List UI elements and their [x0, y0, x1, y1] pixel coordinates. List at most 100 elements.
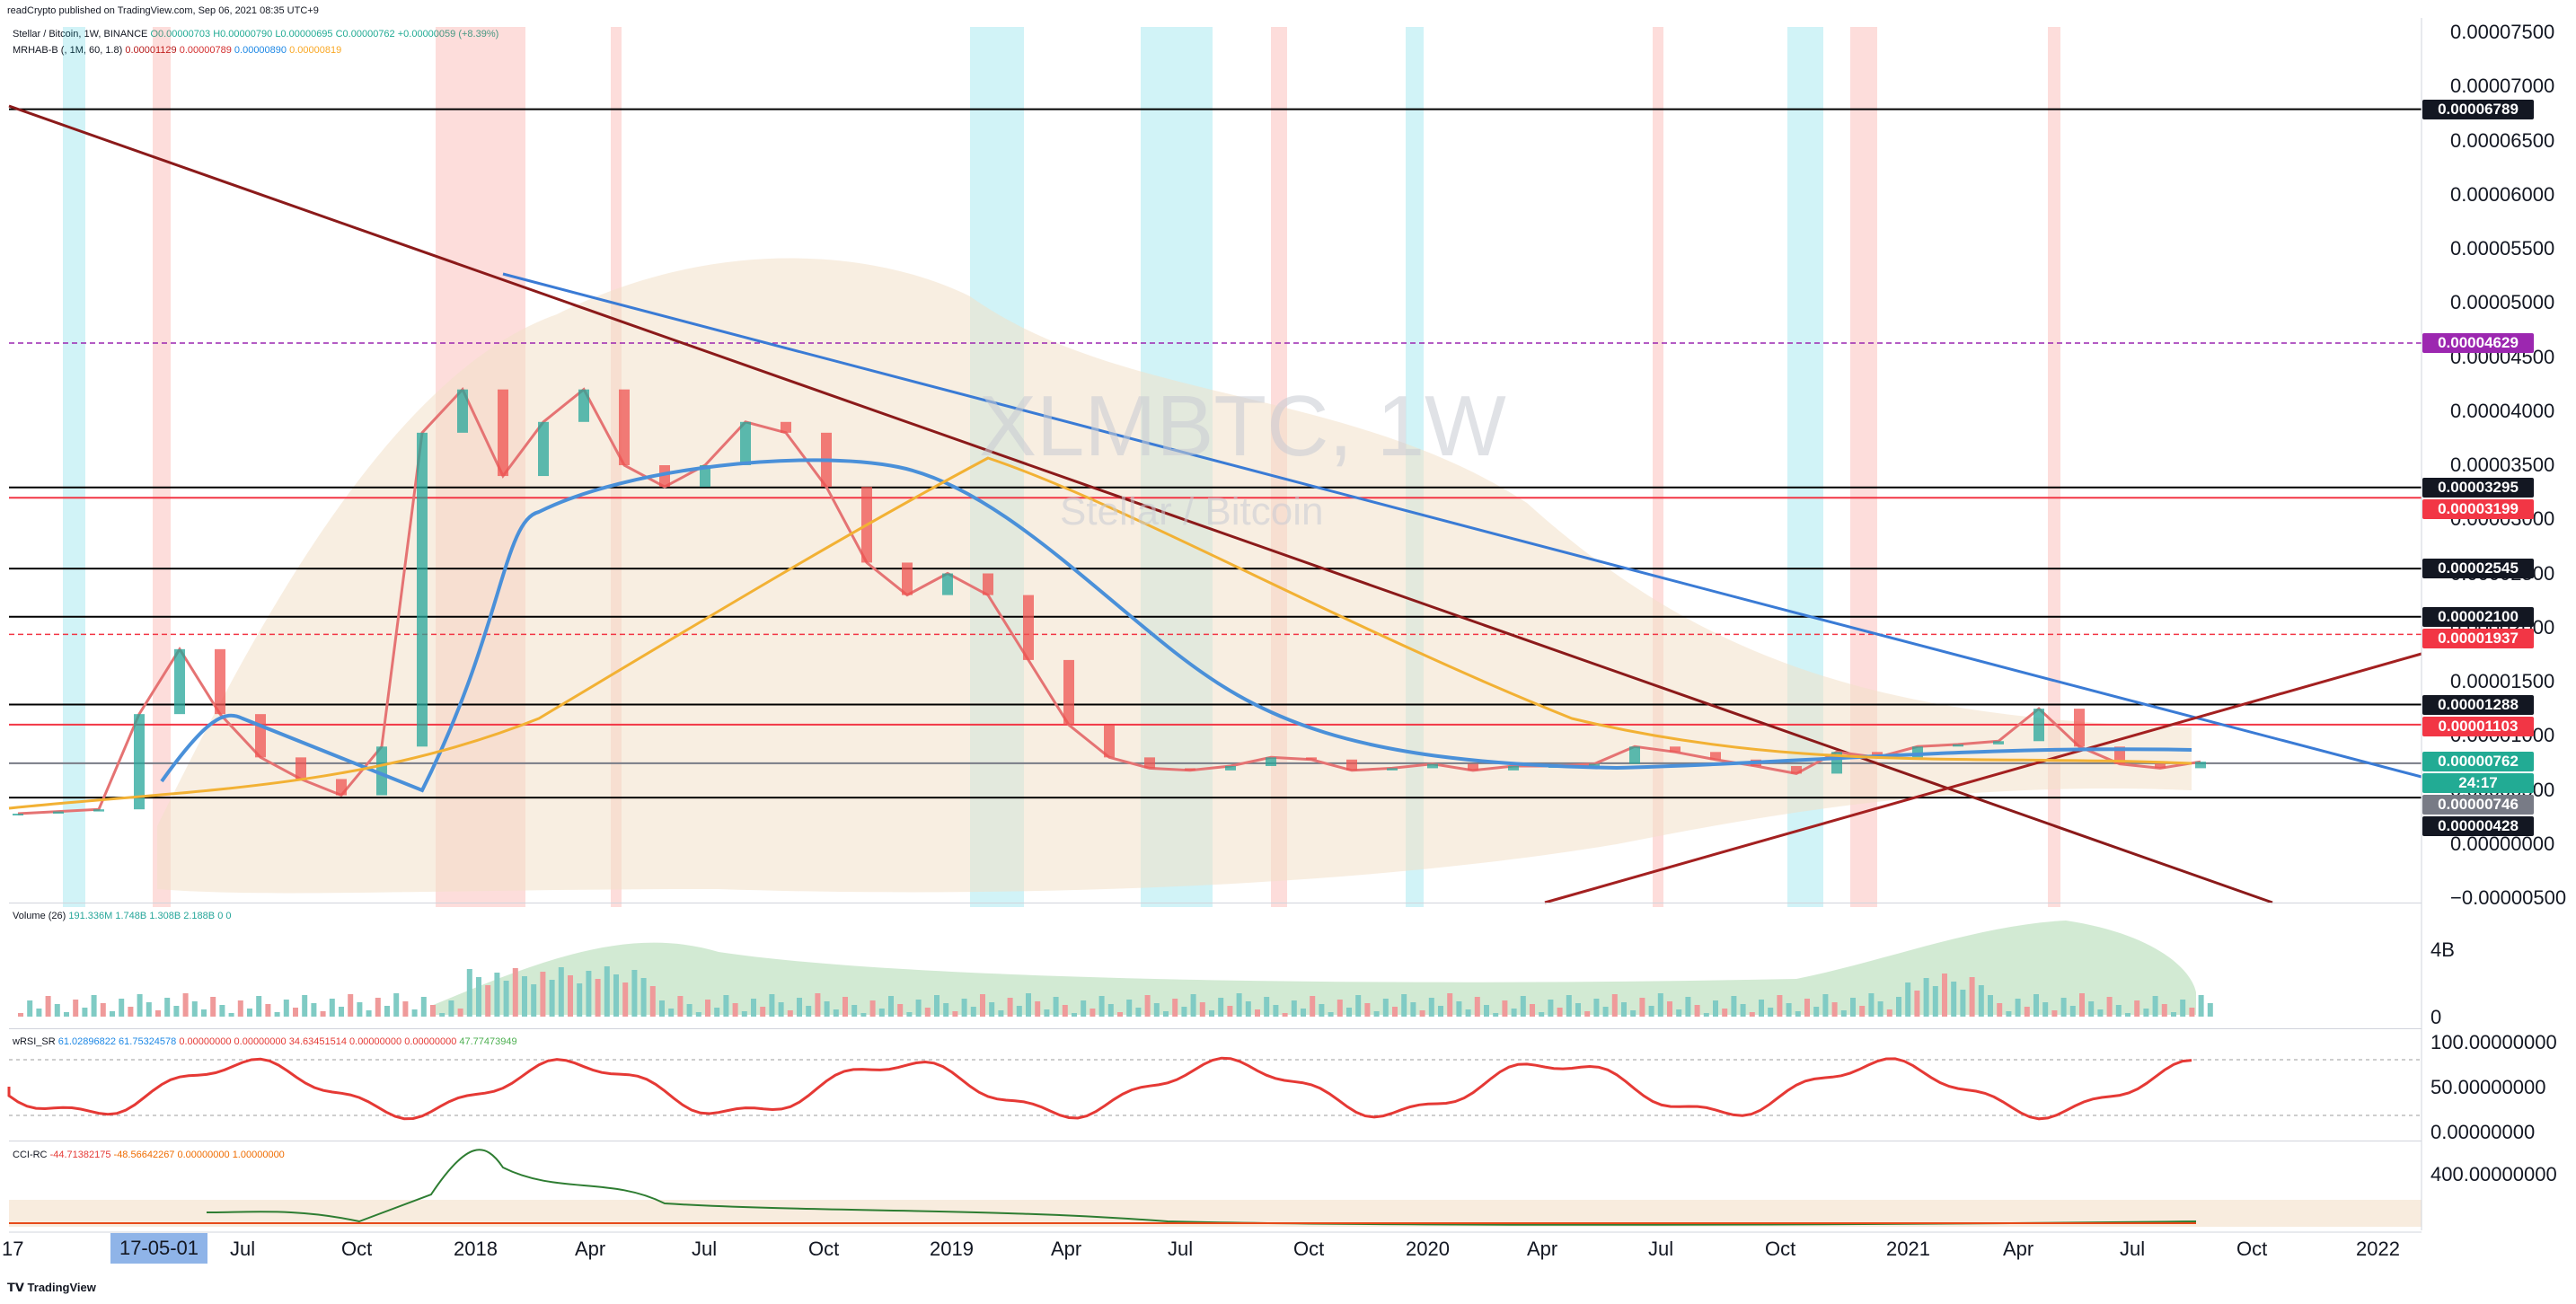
cci-val-4: 1.00000000	[232, 1150, 285, 1160]
price-candle	[498, 389, 508, 477]
volume-bar	[36, 1009, 42, 1017]
price-candle	[1953, 744, 1963, 747]
cci-legend[interactable]: CCI-RC -44.71382175 -48.56642267 0.00000…	[13, 1150, 285, 1160]
volume-bar	[73, 1000, 79, 1017]
volume-bar	[1107, 1004, 1114, 1017]
price-candle	[1225, 765, 1236, 771]
volume-bar	[18, 1013, 23, 1017]
price-candle	[1104, 725, 1115, 758]
trendline-blue[interactable]	[502, 272, 2422, 779]
volume-bar	[695, 1012, 701, 1017]
trendline-darkred-2[interactable]	[1544, 652, 2422, 904]
price-candle	[1791, 765, 1802, 774]
price-candle	[53, 811, 64, 815]
symbol-legend: Stellar / Bitcoin, 1W, BINANCE O0.000007…	[13, 29, 498, 40]
time-label: Jul	[692, 1238, 718, 1260]
volume-bar	[824, 1001, 830, 1017]
volume-bar	[1484, 1005, 1489, 1017]
volume-bar	[173, 1006, 180, 1017]
volume-bar	[1493, 1013, 1499, 1017]
price-tick: 0.00007000	[2450, 75, 2555, 98]
volume-bar	[1209, 1010, 1214, 1017]
volume-bar	[219, 1005, 225, 1017]
price-badge: 24:17	[2422, 772, 2534, 793]
price-candle	[578, 389, 589, 422]
volume-bar	[228, 1013, 234, 1017]
price-candle	[902, 562, 913, 595]
volume-bar	[2060, 998, 2067, 1017]
volume-bar	[1850, 998, 1856, 1017]
price-candle	[336, 779, 347, 796]
volume-bar	[869, 1000, 876, 1017]
volume-bar	[1282, 1013, 1288, 1017]
volume-bar	[952, 1011, 958, 1017]
volume-bar	[1886, 1009, 1892, 1017]
price-candle	[13, 814, 23, 816]
rsi-legend[interactable]: wRSI_SR 61.02896822 61.75324578 0.000000…	[13, 1036, 517, 1047]
time-cursor-label: 17-05-01	[110, 1233, 207, 1264]
volume-bar	[1337, 1000, 1343, 1017]
volume-bar	[1731, 996, 1737, 1017]
price-badge: 0.00001103	[2422, 716, 2534, 736]
price-badge: 0.00002100	[2422, 606, 2534, 627]
volume-bar	[860, 1013, 867, 1017]
time-label: Jul	[1648, 1238, 1674, 1260]
volume-bar	[1382, 999, 1389, 1017]
volume-label: Volume (26)	[13, 911, 66, 921]
volume-bar	[348, 994, 354, 1017]
tradingview-logo[interactable]: 𝗧𝗩 TradingView	[7, 1281, 96, 1295]
volume-bar	[2015, 999, 2021, 1017]
volume-bar	[2024, 1007, 2030, 1017]
volume-legend[interactable]: Volume (26) 191.336M 1.748B 1.308B 2.188…	[13, 911, 232, 921]
price-candle	[296, 757, 306, 780]
volume-bar	[1502, 1000, 1508, 1017]
price-candle	[538, 421, 549, 477]
volume-bar	[1997, 1003, 2003, 1017]
volume-bar	[586, 971, 592, 1017]
price-candle	[2195, 762, 2206, 769]
volume-bar	[320, 1011, 326, 1017]
price-candle	[457, 389, 468, 433]
volume-bar	[494, 973, 500, 1017]
volume-bar	[1539, 1012, 1545, 1017]
volume-bar	[1072, 1013, 1077, 1017]
mrhab-params: (, 1M, 60, 1.8)	[60, 45, 123, 56]
volume-bar	[1364, 1003, 1371, 1017]
time-label: 17	[2, 1238, 24, 1260]
volume-bar	[732, 1003, 738, 1017]
time-label: Apr	[1051, 1238, 1082, 1260]
volume-bar	[1685, 997, 1691, 1017]
volume-val-6: 0	[225, 911, 232, 921]
volume-bar	[1227, 1006, 1233, 1017]
volume-bar	[357, 1002, 363, 1017]
price-candle	[1306, 757, 1317, 760]
mrhab-val-3: 0.00000890	[234, 45, 287, 56]
volume-bar	[237, 1000, 243, 1017]
volume-bar	[1465, 1009, 1471, 1017]
watermark-name: Stellar / Bitcoin	[1060, 489, 1324, 533]
volume-bar	[1172, 999, 1178, 1017]
cci-val-2: -48.56642267	[113, 1150, 175, 1160]
rsi-axis-100: 100.00000000	[2430, 1031, 2557, 1053]
volume-bar	[1795, 1011, 1801, 1017]
volume-bar	[915, 1000, 922, 1017]
mrhab-legend[interactable]: MRHAB-B (, 1M, 60, 1.8) 0.00001129 0.000…	[13, 45, 341, 56]
volume-bar	[1566, 995, 1572, 1017]
volume-bar	[1557, 1008, 1563, 1017]
trendline-darkred-1[interactable]	[8, 104, 2273, 904]
volume-bar	[2189, 1008, 2195, 1017]
volume-bar	[311, 1003, 317, 1017]
volume-bar	[1035, 1001, 1041, 1017]
volume-bar	[247, 1009, 252, 1017]
volume-bar	[1291, 1000, 1297, 1017]
rsi-axis-0: 0.00000000	[2430, 1121, 2536, 1143]
time-label: Jul	[1168, 1238, 1194, 1260]
volume-bar	[1657, 993, 1663, 1017]
volume-bar	[110, 1011, 115, 1017]
rsi-val-4: 0.00000000	[234, 1036, 287, 1047]
volume-bar	[1319, 1004, 1325, 1017]
volume-bar	[1749, 1012, 1755, 1017]
price-candle	[1023, 595, 1034, 660]
volume-bar	[1942, 974, 1947, 1017]
